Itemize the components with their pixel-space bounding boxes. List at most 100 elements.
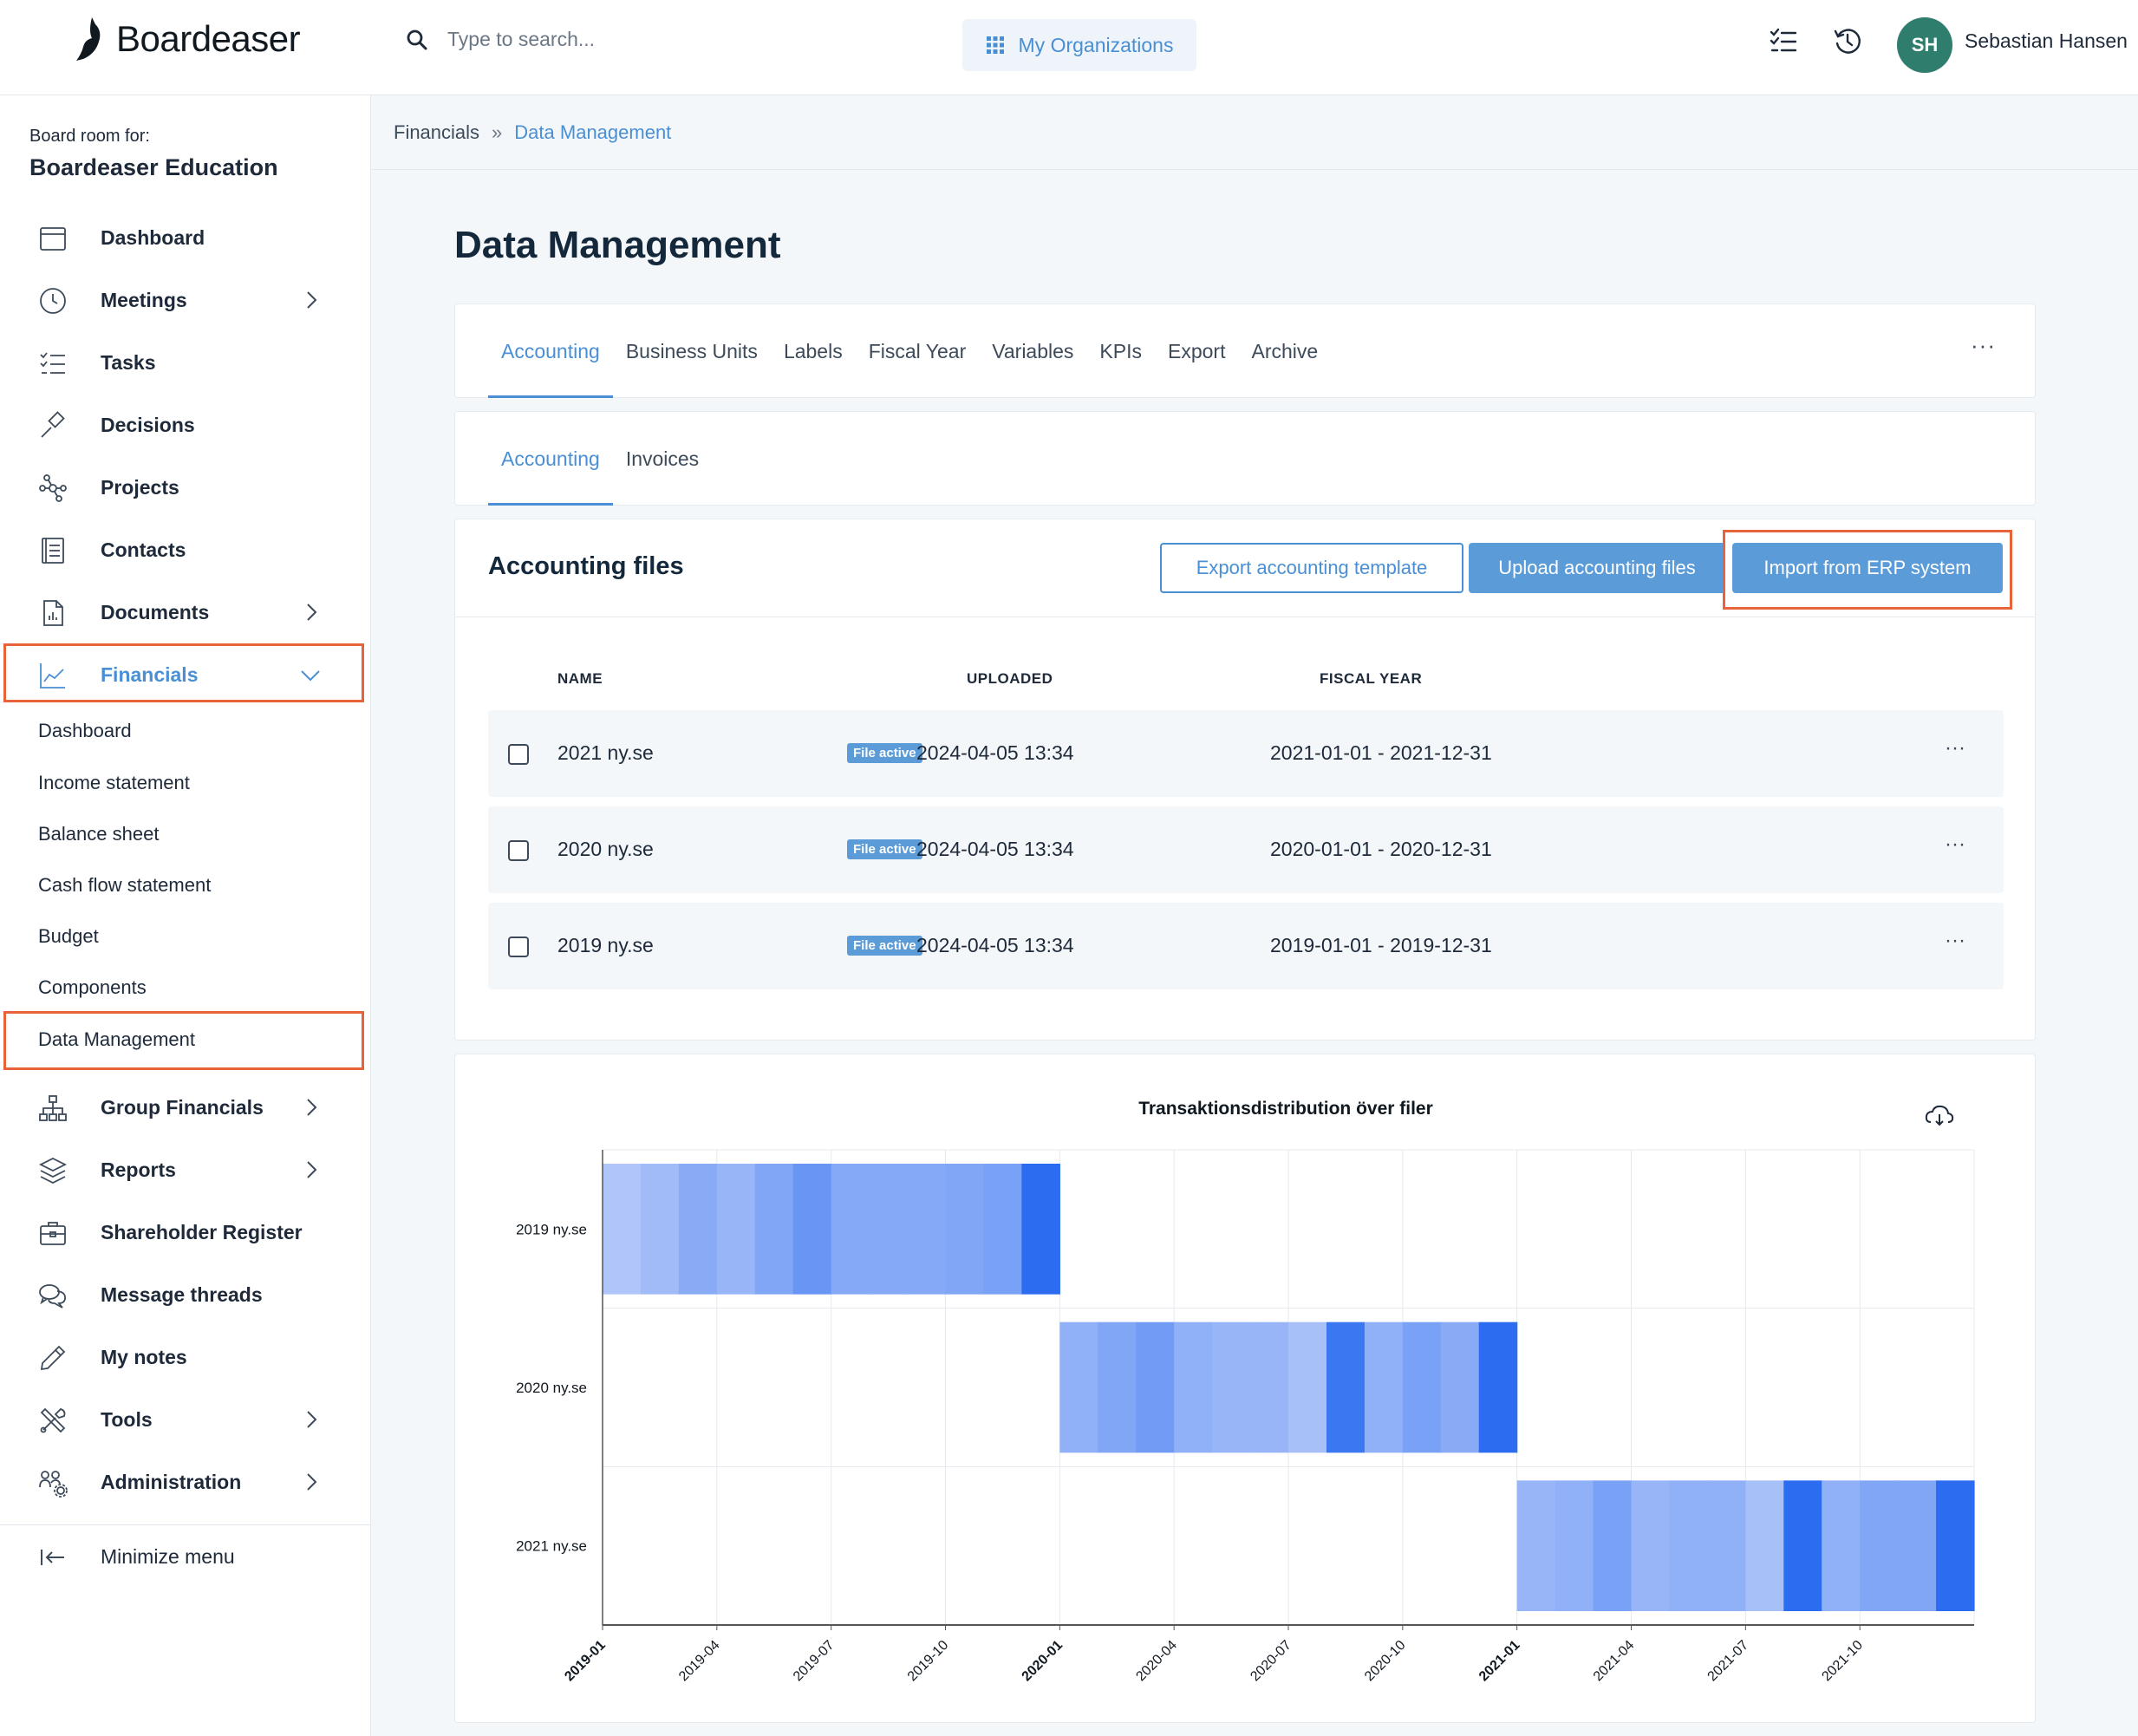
- page-title: Data Management: [454, 224, 781, 266]
- tab-fiscal-year[interactable]: Fiscal Year: [868, 339, 967, 362]
- chevron-down-icon[interactable]: [298, 663, 323, 688]
- table-row: 2020 ny.se File active 2024-04-05 13:34 …: [488, 806, 2004, 893]
- chevron-right-icon[interactable]: [300, 1471, 323, 1493]
- tab-labels[interactable]: Labels: [783, 339, 843, 362]
- main-tabs: Accounting Business Units Labels Fiscal …: [488, 304, 1331, 398]
- heatmap-cell: [945, 1164, 985, 1295]
- sidebar-item-meetings[interactable]: Meetings: [0, 274, 371, 326]
- subtab-invoices[interactable]: Invoices: [625, 447, 700, 470]
- my-organizations-button[interactable]: My Organizations: [962, 19, 1196, 71]
- tab-variables[interactable]: Variables: [992, 339, 1074, 362]
- accounting-files-card: Accounting files Export accounting templ…: [454, 519, 2036, 1041]
- transaction-distribution-chart: Transaktionsdistribution över filer 2019…: [516, 1099, 1975, 1685]
- table-row: 2021 ny.se File active 2024-04-05 13:34 …: [488, 710, 2004, 797]
- chat-icon: [39, 1284, 66, 1309]
- boardroom-name: Boardeaser Education: [29, 154, 278, 180]
- x-tick-label: 2021-01: [1476, 1638, 1523, 1685]
- subtab-accounting[interactable]: Accounting: [488, 412, 613, 506]
- tab-accounting[interactable]: Accounting: [488, 304, 613, 398]
- heatmap-cell: [1936, 1480, 1975, 1611]
- import-erp-button[interactable]: Import from ERP system: [1732, 543, 2003, 593]
- sidebar-item-shareholder-register[interactable]: Shareholder Register: [0, 1206, 371, 1258]
- logo[interactable]: Boardeaser: [73, 16, 301, 62]
- search-input[interactable]: [447, 28, 777, 51]
- sidebar-item-dashboard[interactable]: Dashboard: [0, 212, 371, 264]
- sidebar-item-label: Reports: [101, 1158, 176, 1181]
- upload-files-button[interactable]: Upload accounting files: [1469, 543, 1725, 593]
- file-name[interactable]: 2020 ny.se: [557, 838, 654, 860]
- status-badge: File active: [847, 839, 922, 859]
- subnav-dashboard[interactable]: Dashboard: [38, 720, 132, 741]
- heatmap-cell: [1707, 1480, 1746, 1611]
- sidebar-item-financials[interactable]: Financials: [0, 649, 371, 701]
- heatmap-cell: [716, 1164, 756, 1295]
- sidebar-item-tasks[interactable]: Tasks: [0, 336, 371, 388]
- subnav-cash-flow-statement[interactable]: Cash flow statement: [38, 874, 212, 896]
- subnav-income-statement[interactable]: Income statement: [38, 772, 190, 793]
- table-row: 2019 ny.se File active 2024-04-05 13:34 …: [488, 903, 2004, 989]
- chevron-right-icon[interactable]: [300, 289, 323, 311]
- heatmap-cell: [1021, 1164, 1060, 1295]
- sidebar-item-reports[interactable]: Reports: [0, 1144, 371, 1196]
- sidebar-item-label: Shareholder Register: [101, 1220, 303, 1243]
- heatmap-cell: [1745, 1480, 1784, 1611]
- column-header-name[interactable]: NAME: [557, 670, 603, 687]
- heatmap-cell: [1860, 1480, 1899, 1611]
- sidebar-item-label: Dashboard: [101, 225, 205, 249]
- sidebar-item-contacts[interactable]: Contacts: [0, 524, 371, 576]
- minimize-menu-button[interactable]: Minimize menu: [0, 1530, 371, 1583]
- download-chart-icon[interactable]: [1925, 1105, 1954, 1126]
- heatmap-cell: [1783, 1480, 1822, 1611]
- sidebar-item-projects[interactable]: Projects: [0, 461, 371, 513]
- sidebar-item-message-threads[interactable]: Message threads: [0, 1269, 371, 1321]
- tab-kpis[interactable]: KPIs: [1099, 339, 1142, 362]
- subnav-budget[interactable]: Budget: [38, 925, 99, 947]
- file-name[interactable]: 2021 ny.se: [557, 741, 654, 764]
- avatar[interactable]: SH: [1897, 17, 1952, 73]
- subnav-components[interactable]: Components: [38, 976, 147, 998]
- export-template-button[interactable]: Export accounting template: [1160, 543, 1463, 593]
- row-more-icon[interactable]: ···: [1945, 736, 1965, 760]
- row-more-icon[interactable]: ···: [1945, 832, 1965, 856]
- financials-highlight: [3, 643, 364, 702]
- tabs-more-icon[interactable]: ···: [1971, 332, 1996, 358]
- subnav-data-management[interactable]: Data Management: [38, 1028, 195, 1050]
- row-checkbox[interactable]: [508, 840, 529, 861]
- chevron-right-icon[interactable]: [300, 601, 323, 623]
- file-name[interactable]: 2019 ny.se: [557, 934, 654, 956]
- chevron-right-icon[interactable]: [300, 1408, 323, 1431]
- heatmap-cell: [1364, 1322, 1404, 1453]
- history-icon[interactable]: [1833, 26, 1862, 55]
- column-header-uploaded[interactable]: UPLOADED: [967, 670, 1053, 687]
- heatmap-cell: [1059, 1322, 1098, 1453]
- task-list-icon[interactable]: [1769, 26, 1798, 55]
- search-area: [406, 28, 777, 51]
- search-icon[interactable]: [406, 29, 428, 51]
- sidebar-item-decisions[interactable]: Decisions: [0, 399, 371, 451]
- sidebar-item-documents[interactable]: Documents: [0, 586, 371, 638]
- chevron-right-icon[interactable]: [300, 1096, 323, 1119]
- row-more-icon[interactable]: ···: [1945, 929, 1965, 952]
- sidebar-item-administration[interactable]: Administration: [0, 1456, 371, 1508]
- row-checkbox[interactable]: [508, 937, 529, 957]
- tools-icon: [40, 1407, 66, 1433]
- minimize-menu-label: Minimize menu: [101, 1544, 235, 1568]
- breadcrumb-financials[interactable]: Financials: [394, 121, 480, 143]
- sidebar-item-tools[interactable]: Tools: [0, 1393, 371, 1446]
- sidebar-item-my-notes[interactable]: My notes: [0, 1331, 371, 1383]
- tab-export[interactable]: Export: [1168, 339, 1226, 362]
- row-checkbox[interactable]: [508, 744, 529, 765]
- y-axis-label: 2020 ny.se: [516, 1380, 587, 1396]
- chevron-right-icon[interactable]: [300, 1158, 323, 1181]
- column-header-fiscal-year[interactable]: FISCAL YEAR: [1320, 670, 1423, 687]
- import-erp-highlight: [1723, 530, 2012, 610]
- sidebar-item-group-financials[interactable]: Group Financials: [0, 1081, 371, 1133]
- uploaded-date: 2024-04-05 13:34: [916, 741, 1074, 764]
- tab-archive[interactable]: Archive: [1251, 339, 1319, 362]
- subnav-balance-sheet[interactable]: Balance sheet: [38, 823, 160, 845]
- boardroom-label: Board room for:: [29, 127, 150, 146]
- x-tick-label: 2020-01: [1020, 1638, 1066, 1685]
- tab-business-units[interactable]: Business Units: [625, 339, 758, 362]
- user-name[interactable]: Sebastian Hansen: [1965, 29, 2128, 52]
- heatmap-cell: [1669, 1480, 1708, 1611]
